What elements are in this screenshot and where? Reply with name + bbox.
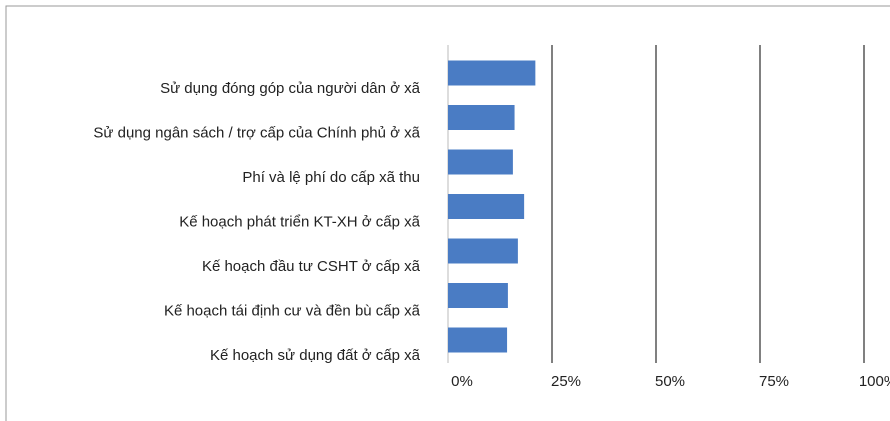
bar — [448, 238, 518, 264]
y-tick-label: Sử dụng đóng góp của người dân ở xã — [160, 80, 421, 97]
x-tick-label: 0% — [451, 373, 473, 390]
bar — [448, 283, 508, 308]
bar — [448, 194, 525, 219]
y-tick-label: Kế hoạch phát triển KT-XH ở cấp xã — [179, 213, 420, 230]
y-tick-label: Kế hoạch tái định cư và đền bù cấp xã — [164, 302, 421, 319]
x-tick-label: 100% — [859, 373, 890, 390]
frame — [5, 5, 890, 421]
bar — [448, 327, 508, 353]
bar — [448, 60, 536, 86]
x-tick-label: 75% — [759, 373, 789, 390]
y-tick-label: Kế hoạch đầu tư CSHT ở cấp xã — [202, 258, 421, 275]
y-tick-label: Sử dụng ngân sách / trợ cấp của Chính ph… — [93, 124, 420, 141]
x-tick-label: 25% — [551, 373, 581, 390]
bar — [448, 105, 515, 130]
x-tick-label: 50% — [655, 373, 685, 390]
y-tick-label: Kế hoạch sử dụng đất ở cấp xã — [210, 347, 421, 364]
y-tick-label: Phí và lệ phí do cấp xã thu — [242, 169, 420, 186]
bar — [448, 149, 513, 175]
